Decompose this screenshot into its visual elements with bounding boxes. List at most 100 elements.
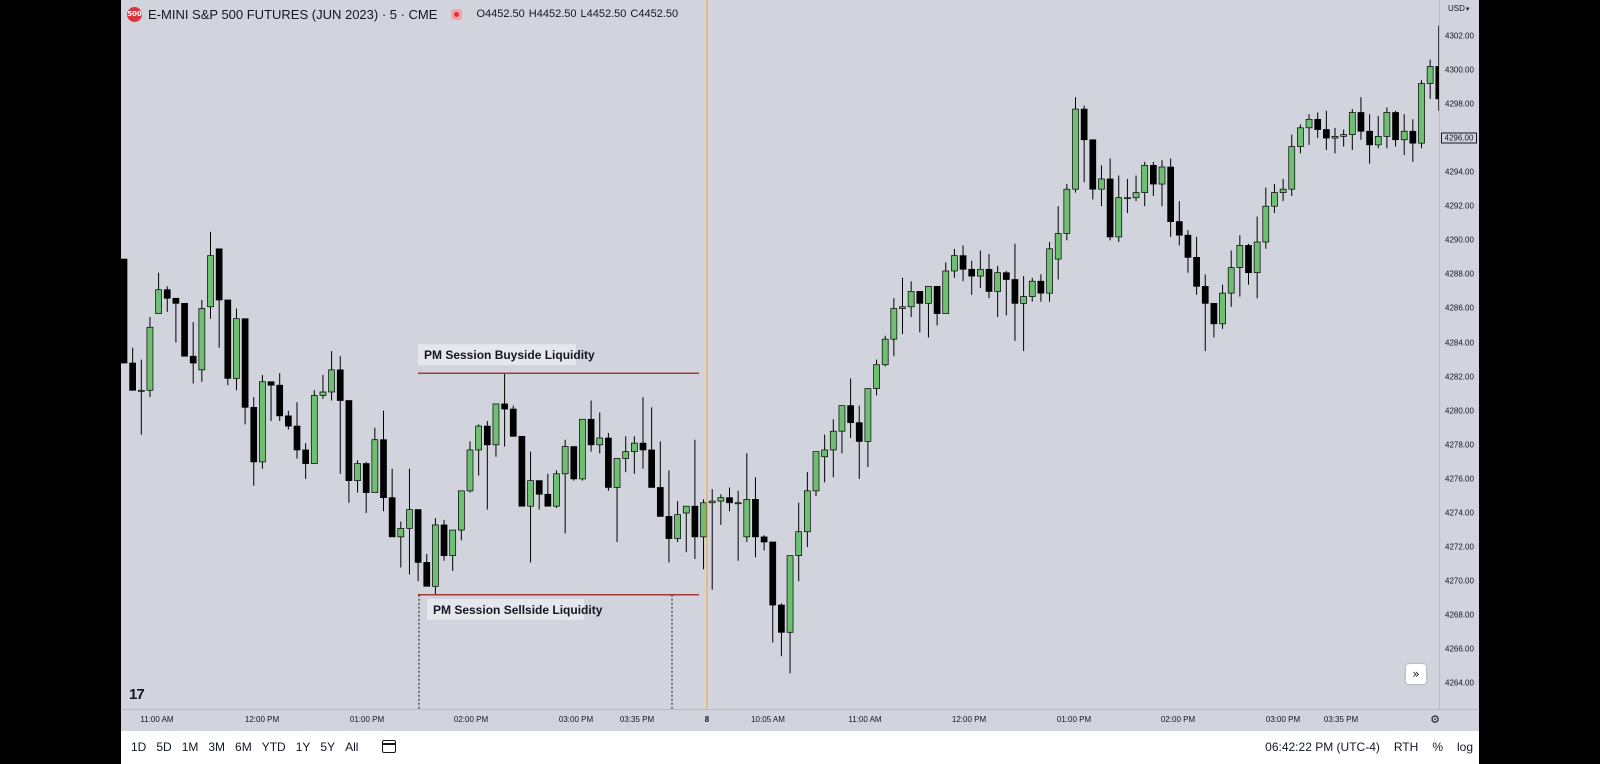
candle-up <box>1253 241 1261 274</box>
price-tick-label: 4292.00 <box>1445 201 1474 211</box>
candle-down <box>1184 234 1192 258</box>
candle-down <box>1037 280 1045 294</box>
candlestick-chart[interactable]: PM Session Buyside Liquidity PM Session S… <box>121 0 1439 709</box>
range-1y-button[interactable]: 1Y <box>295 739 311 754</box>
ohlc-high-value: 4452.50 <box>536 8 577 20</box>
candle-up <box>1063 188 1071 234</box>
symbol-title[interactable]: E-MINI S&P 500 FUTURES (JUN 2023) · 5 · … <box>148 6 438 22</box>
candle-down <box>336 369 344 401</box>
candle-down <box>760 536 768 543</box>
candle-down <box>855 422 863 442</box>
candle-up <box>1054 233 1062 260</box>
candle-down <box>1011 279 1019 304</box>
range-1d-button[interactable]: 1D <box>131 739 147 754</box>
candle-down <box>224 299 232 379</box>
candle-up <box>328 369 335 393</box>
candle-up <box>812 451 820 492</box>
time-tick-label: 01:00 PM <box>349 715 385 724</box>
price-tick-label: 4270.00 <box>1445 576 1474 586</box>
candle-up <box>1374 135 1382 146</box>
candle-down <box>388 497 396 538</box>
candle-up <box>1279 188 1287 193</box>
plot-area[interactable]: PM Session Buyside Liquidity PM Session S… <box>121 0 1439 709</box>
price-tick-label: 4302.00 <box>1445 31 1474 41</box>
candle-down <box>1106 178 1114 238</box>
range-ytd-button[interactable]: YTD <box>261 739 286 754</box>
range-all-button[interactable]: All <box>345 739 359 754</box>
candle-down <box>778 604 785 633</box>
price-tick-label: 4268.00 <box>1445 610 1474 620</box>
ohlc-high-key: H <box>528 8 537 20</box>
range-5y-button[interactable]: 5Y <box>320 739 336 754</box>
price-tick-label: 4294.00 <box>1445 167 1474 177</box>
candle-up <box>1340 134 1348 137</box>
candle-down <box>276 384 284 417</box>
time-tick-label: 03:35 PM <box>1323 715 1359 724</box>
candle-down <box>189 355 197 364</box>
candle-down <box>985 268 993 292</box>
calendar-range-icon[interactable] <box>382 740 397 753</box>
candle-down <box>129 362 136 391</box>
scroll-to-realtime-button[interactable]: » <box>1406 664 1426 684</box>
price-tick-label: 4282.00 <box>1445 372 1474 382</box>
time-tick-label: 11:00 AM <box>848 715 882 724</box>
ohlc-low-value: 4452.50 <box>586 8 627 20</box>
time-tick-label: 12:00 PM <box>244 715 280 724</box>
candle-up <box>951 255 958 272</box>
candle-down <box>587 418 595 446</box>
candle-down <box>241 318 249 408</box>
candle-down <box>1392 112 1399 141</box>
time-tick-label: 01:00 PM <box>1056 715 1092 724</box>
price-tick-label: 4286.00 <box>1445 303 1474 313</box>
candle-up <box>795 531 803 556</box>
gear-icon[interactable]: ⚙ <box>1430 713 1440 726</box>
price-tick-label: 4272.00 <box>1445 542 1474 552</box>
candle-down <box>1175 221 1183 236</box>
candle-down <box>691 505 699 538</box>
candle-up <box>734 502 742 505</box>
sellside-label-box <box>427 598 584 620</box>
tradingview-logo[interactable]: 17 <box>129 686 145 703</box>
candle-up <box>1297 127 1304 147</box>
candle-up <box>829 430 837 451</box>
session-toggle[interactable]: RTH <box>1393 739 1419 754</box>
candle-down <box>959 255 967 270</box>
candle-up <box>1028 280 1036 297</box>
currency-selector[interactable]: USD <box>1448 4 1469 13</box>
candle-down <box>665 516 673 539</box>
log-scale-toggle[interactable]: log <box>1456 739 1473 754</box>
candle-up <box>925 285 932 304</box>
time-scale[interactable]: 11:00 AM 12:00 PM 01:00 PM 02:00 PM 03:00 PM… <box>121 709 1479 731</box>
clock-display[interactable]: 06:42:22 PM (UTC-4) <box>1265 739 1380 754</box>
date-range-buttons: 1D 5D 1M 3M 6M YTD 1Y 5Y All <box>131 731 397 762</box>
price-tick-label: 4300.00 <box>1445 65 1474 75</box>
price-tick-label: 4284.00 <box>1445 338 1474 348</box>
range-5d-button[interactable]: 5D <box>156 739 172 754</box>
candle-up <box>881 338 889 366</box>
candle-up <box>1141 164 1149 193</box>
candle-up <box>786 555 794 633</box>
candle-down <box>509 408 517 437</box>
candle-up <box>622 451 630 459</box>
bottom-toolbar: 1D 5D 1M 3M 6M YTD 1Y 5Y All 06:42:22 PM… <box>121 731 1479 762</box>
candle-up <box>1418 83 1425 144</box>
candle-up <box>717 497 725 502</box>
range-1m-button[interactable]: 1M <box>181 739 199 754</box>
candle-down <box>1322 129 1330 139</box>
range-6m-button[interactable]: 6M <box>235 739 252 754</box>
time-tick-label: 8 <box>704 715 710 724</box>
candle-down <box>1201 285 1209 304</box>
price-scale[interactable]: USD 4302.00 4300.00 4298.00 4296.00 4294.00 4… <box>1439 0 1479 709</box>
price-tick-label: 4274.00 <box>1445 508 1474 518</box>
candle-down <box>250 406 258 463</box>
candle-down <box>1149 164 1157 185</box>
candle-up <box>475 425 482 451</box>
market-closed-icon[interactable] <box>451 8 463 20</box>
candle-up <box>146 326 154 391</box>
percent-scale-toggle[interactable]: % <box>1432 739 1443 754</box>
candle-down <box>1366 130 1373 146</box>
range-3m-button[interactable]: 3M <box>208 739 226 754</box>
symbol-badge[interactable]: 500 <box>127 6 142 22</box>
candle-up <box>553 473 560 507</box>
candle-down <box>414 509 422 563</box>
